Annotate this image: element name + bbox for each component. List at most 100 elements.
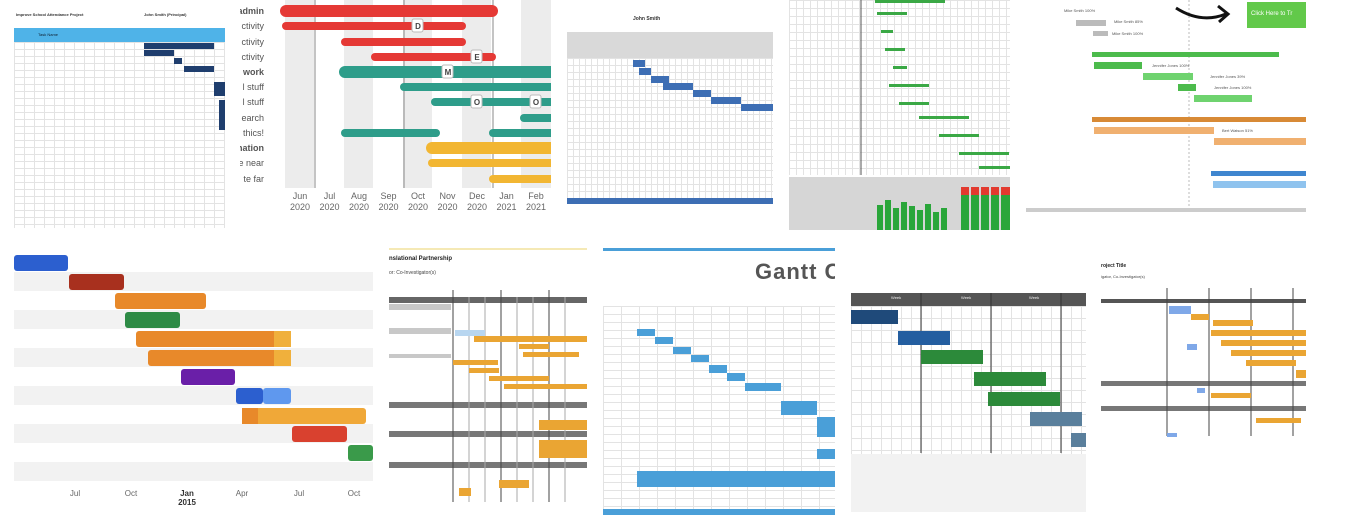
thumb-subtitle: or: Co-Investigator(s): [389, 270, 436, 276]
bar: [236, 388, 263, 404]
month-tick-label: Jul: [324, 191, 336, 201]
row-label: thics!: [243, 128, 264, 138]
row-label: te far: [243, 174, 264, 184]
gantt-chart: [851, 293, 1086, 512]
task-label: Jennifer Jones 100%: [1152, 63, 1190, 68]
bar: [125, 312, 180, 328]
row-label: l work: [240, 67, 265, 77]
result-thumbnail-2[interactable]: D E M O O admin ctivity ctivity ctivity …: [240, 0, 551, 230]
sheet-grid: [14, 42, 225, 228]
month-tick-label: Dec: [469, 191, 486, 201]
gantt-chart: Jul Oct Jan 2015 Apr Jul Oct: [14, 255, 373, 507]
sheet-grid: [789, 0, 1010, 175]
bar: [115, 293, 206, 309]
week-label: Week: [1029, 295, 1040, 300]
gantt-chart: D E M O O admin ctivity ctivity ctivity …: [240, 0, 551, 212]
row-label: ctivity: [242, 21, 265, 31]
marker-label: O: [474, 98, 480, 107]
marker-label: E: [474, 53, 480, 62]
thumb-title: nslational Partnership: [389, 256, 453, 262]
bar: [14, 255, 68, 271]
result-thumbnail-4[interactable]: [789, 0, 1010, 230]
month-tick-label: 2020: [290, 202, 310, 212]
month-tick-label: 2020: [349, 202, 369, 212]
task-label: Bert Watson 51%: [1222, 128, 1253, 133]
thumb-owner: John Smith (Principal): [144, 12, 187, 17]
bar: [69, 274, 124, 290]
gantt-blocks: [603, 329, 835, 515]
month-tick-label: Sep: [380, 191, 396, 201]
row-label: l stuff: [243, 82, 265, 92]
month-tick-label: 2021: [496, 202, 516, 212]
task-label: Jennifer Jones 100%: [1214, 85, 1252, 90]
thumb-subtitle: igator, Co-Investigator(s): [1101, 274, 1145, 279]
click-here-button[interactable]: Click Here to Tr: [1247, 2, 1306, 28]
result-thumbnail-10[interactable]: roject Title igator, Co-Investigator(s): [1101, 248, 1306, 438]
thumb-title: Gantt C: [755, 259, 835, 284]
bar: [242, 408, 366, 424]
row-label: nation: [240, 143, 264, 153]
month-tick-label: 2021: [526, 202, 546, 212]
month-tick-label: Feb: [528, 191, 544, 201]
gantt-chart: [789, 0, 1010, 230]
task-label: Mike Smith 85%: [1114, 19, 1143, 24]
result-thumbnail-8[interactable]: Gantt C: [603, 248, 835, 515]
tick-label: 2015: [178, 498, 196, 507]
row-label: admin: [240, 6, 264, 16]
month-tick-label: 2020: [467, 202, 487, 212]
bar: [148, 350, 291, 366]
month-tick-label: Oct: [411, 191, 426, 201]
month-tick-label: Jun: [293, 191, 308, 201]
row-label: l stuff: [243, 97, 265, 107]
tick-label: Jul: [294, 489, 304, 498]
gantt-blocks: [144, 43, 225, 130]
gantt-blocks: [567, 60, 773, 204]
marker-label: D: [415, 22, 421, 31]
month-tick-label: Jan: [499, 191, 514, 201]
gantt-table: [389, 290, 587, 502]
header-bar: [14, 28, 225, 42]
marker-label: O: [533, 98, 539, 107]
bar: [181, 369, 235, 385]
thumb-title: Improve School Attendance Project: [16, 12, 84, 17]
gantt-table: [1101, 288, 1306, 437]
bar: [348, 445, 373, 461]
row-label: ctivity: [242, 52, 265, 62]
tick-label: Oct: [348, 489, 361, 498]
task-label: Jennifer Jones 39%: [1210, 74, 1246, 79]
tick-label: Oct: [125, 489, 138, 498]
task-label: Mike Smith 100%: [1112, 31, 1144, 36]
header-row: [567, 32, 773, 58]
month-tick-label: Aug: [351, 191, 367, 201]
result-thumbnail-9[interactable]: Week Week Week: [851, 248, 1086, 512]
result-thumbnail-7[interactable]: nslational Partnership or: Co-Investigat…: [389, 248, 587, 514]
header-task-name: Task Name: [38, 32, 59, 37]
header-bar: [851, 293, 1086, 306]
bar: [292, 426, 347, 442]
result-thumbnail-1[interactable]: Improve School Attendance Project John S…: [14, 0, 225, 228]
result-thumbnail-5[interactable]: Click Here to Tr Mike Smith 100% Mike Sm…: [1026, 0, 1306, 212]
thumb-owner: John Smith: [633, 16, 661, 22]
month-tick-label: 2020: [408, 202, 428, 212]
row-label: earch: [241, 113, 264, 123]
marker-label: M: [445, 68, 452, 77]
gantt-chart: [1026, 0, 1306, 212]
row-label: e near: [240, 158, 264, 168]
result-thumbnail-6[interactable]: Jul Oct Jan 2015 Apr Jul Oct: [14, 250, 373, 512]
tick-label: Apr: [236, 489, 249, 498]
thumb-title: roject Title: [1101, 263, 1127, 269]
week-label: Week: [891, 295, 902, 300]
month-tick-label: Nov: [439, 191, 456, 201]
row-label: ctivity: [242, 37, 265, 47]
button-label: Click Here to Tr: [1251, 11, 1293, 17]
month-tick-label: 2020: [437, 202, 457, 212]
result-thumbnail-3[interactable]: John Smith: [567, 0, 773, 210]
month-tick-label: 2020: [319, 202, 339, 212]
week-label: Week: [961, 295, 972, 300]
month-tick-label: 2020: [378, 202, 398, 212]
task-label: Mike Smith 100%: [1064, 8, 1096, 13]
bar: [136, 331, 291, 347]
tick-label: Jul: [70, 489, 80, 498]
sheet-grid: [851, 306, 1086, 456]
tick-label: Jan: [180, 489, 194, 498]
